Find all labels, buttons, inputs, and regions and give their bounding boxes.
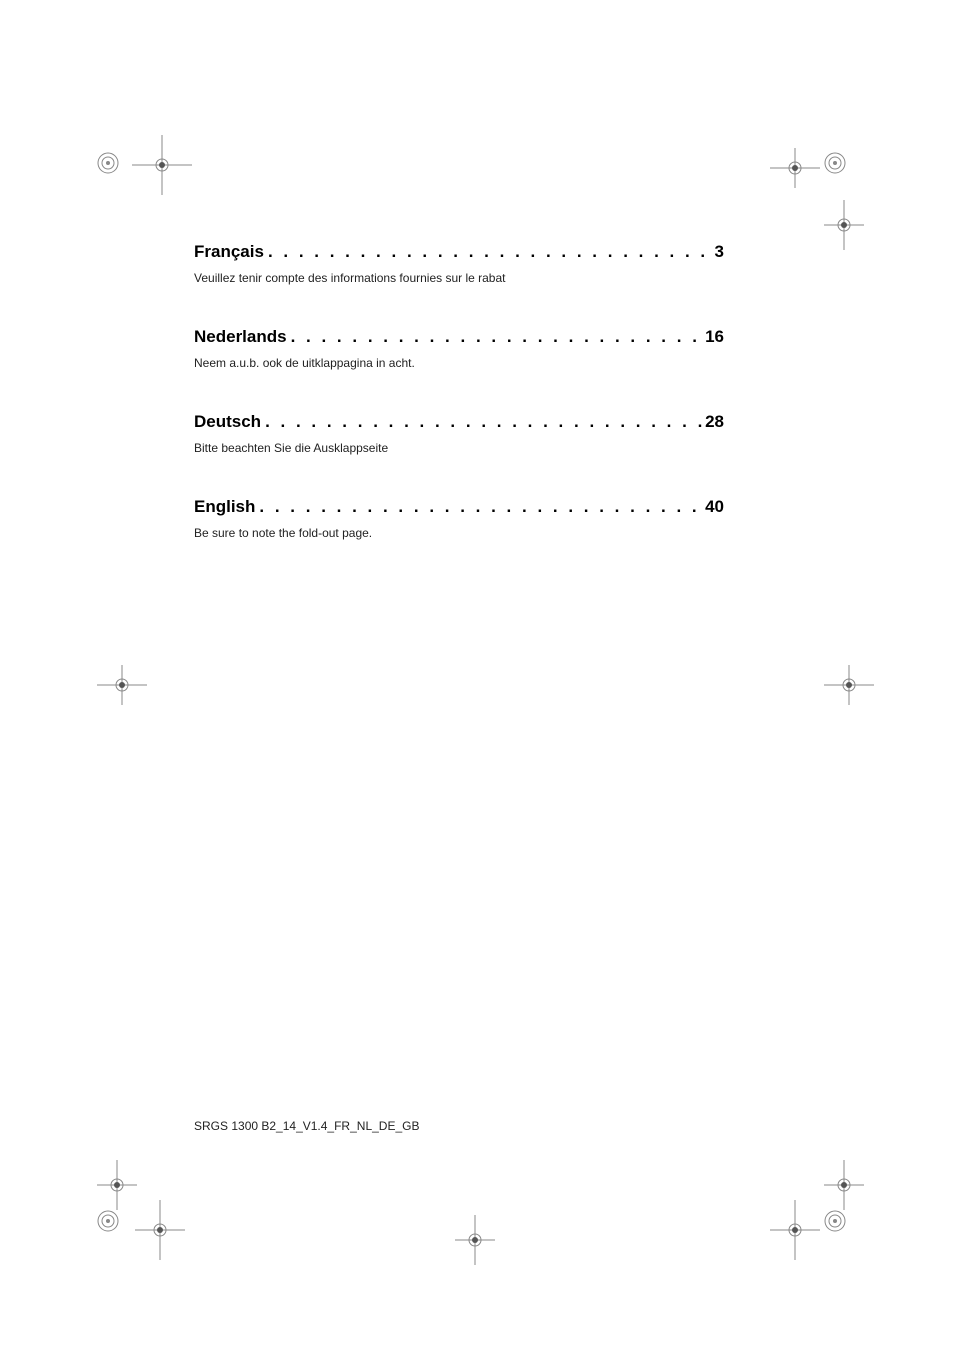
registration-cross-icon (770, 1200, 820, 1260)
toc-title: English (194, 497, 255, 517)
registration-circle-icon (97, 152, 119, 174)
toc-subtitle: Bitte beachten Sie die Ausklappseite (194, 441, 724, 455)
toc-subtitle: Neem a.u.b. ook de uitklappagina in acht… (194, 356, 724, 370)
registration-circle-icon (824, 152, 846, 174)
toc-title: Nederlands (194, 327, 287, 347)
toc-page: 3 (715, 242, 724, 262)
toc-dots: . . . . . . . . . . . . . . . . . . . . … (287, 327, 705, 347)
toc-dots: . . . . . . . . . . . . . . . . . . . . … (255, 497, 705, 517)
toc-row: Deutsch . . . . . . . . . . . . . . . . … (194, 412, 724, 432)
toc-page: 40 (705, 497, 724, 517)
toc-entry-english: English . . . . . . . . . . . . . . . . … (194, 497, 724, 540)
toc-page: 16 (705, 327, 724, 347)
toc-entry-francais: Français . . . . . . . . . . . . . . . .… (194, 242, 724, 285)
registration-circle-icon (97, 1210, 119, 1232)
toc-dots: . . . . . . . . . . . . . . . . . . . . … (264, 242, 715, 262)
registration-circle-icon (824, 1210, 846, 1232)
toc-subtitle: Be sure to note the fold-out page. (194, 526, 724, 540)
registration-cross-icon (824, 200, 864, 250)
registration-cross-icon (770, 148, 820, 188)
toc-subtitle: Veuillez tenir compte des informations f… (194, 271, 724, 285)
toc-page: 28 (705, 412, 724, 432)
toc-dots: . . . . . . . . . . . . . . . . . . . . … (261, 412, 705, 432)
toc-entry-nederlands: Nederlands . . . . . . . . . . . . . . .… (194, 327, 724, 370)
footer-document-id: SRGS 1300 B2_14_V1.4_FR_NL_DE_GB (194, 1119, 419, 1133)
registration-cross-icon (97, 665, 147, 705)
registration-cross-icon (135, 1200, 185, 1260)
registration-cross-icon (455, 1215, 495, 1265)
toc-entry-deutsch: Deutsch . . . . . . . . . . . . . . . . … (194, 412, 724, 455)
toc-row: English . . . . . . . . . . . . . . . . … (194, 497, 724, 517)
toc-row: Français . . . . . . . . . . . . . . . .… (194, 242, 724, 262)
toc-title: Français (194, 242, 264, 262)
table-of-contents: Français . . . . . . . . . . . . . . . .… (194, 242, 724, 582)
toc-row: Nederlands . . . . . . . . . . . . . . .… (194, 327, 724, 347)
registration-cross-icon (824, 1160, 864, 1210)
toc-title: Deutsch (194, 412, 261, 432)
registration-cross-icon (97, 1160, 137, 1210)
registration-cross-icon (132, 135, 192, 195)
registration-cross-icon (824, 665, 874, 705)
